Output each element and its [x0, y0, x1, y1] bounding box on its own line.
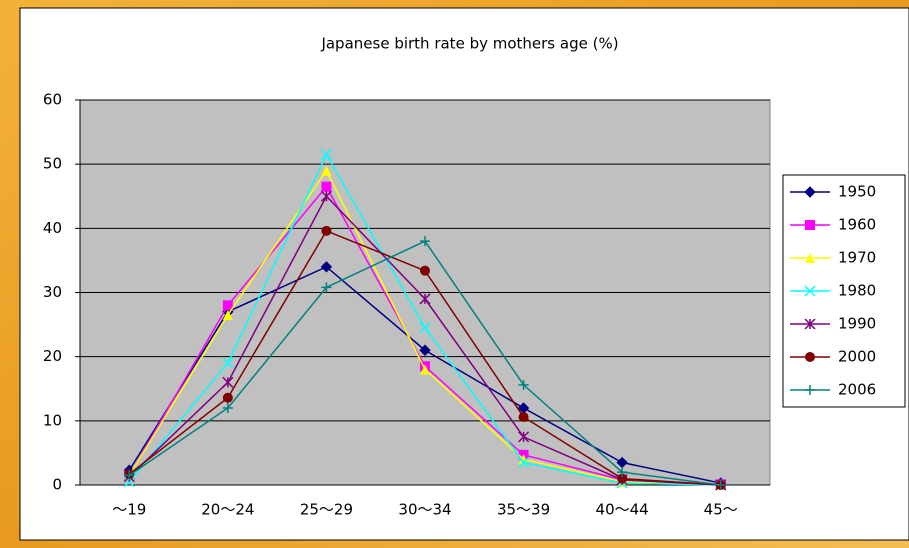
marker [321, 225, 332, 236]
marker [222, 357, 234, 369]
y-tick-label: 50 [43, 155, 62, 173]
marker [123, 476, 135, 488]
x-tick-label: ～19 [112, 501, 146, 519]
marker [518, 457, 530, 469]
marker [420, 236, 430, 247]
marker [518, 431, 530, 443]
y-tick-label: 0 [52, 476, 62, 494]
legend-label: 1980 [838, 282, 876, 300]
x-tick-label: 30～34 [398, 501, 451, 519]
y-tick-label: 60 [43, 91, 62, 109]
legend-label: 1970 [838, 249, 876, 267]
marker [419, 293, 431, 305]
marker [518, 379, 529, 390]
legend-label: 1950 [838, 183, 876, 201]
marker [222, 392, 233, 403]
marker [321, 181, 332, 192]
marker [805, 220, 815, 230]
marker [518, 454, 529, 465]
y-tick-label: 40 [43, 219, 62, 237]
x-tick-label: 35～39 [497, 501, 550, 519]
marker [124, 470, 135, 481]
marker [420, 364, 430, 375]
y-tick-label: 10 [43, 411, 62, 429]
marker [804, 285, 816, 297]
marker [222, 376, 234, 388]
marker [420, 265, 430, 276]
marker [222, 309, 233, 320]
legend-label: 2006 [838, 381, 876, 399]
x-tick-label: 25～29 [300, 501, 353, 519]
marker [804, 186, 816, 198]
x-tick-label: 20～24 [201, 501, 254, 519]
x-tick-label: 45～ [704, 501, 738, 519]
legend-label: 1960 [838, 216, 876, 234]
marker [419, 322, 431, 334]
marker [617, 473, 628, 484]
y-tick-label: 20 [43, 347, 62, 365]
chart-title: Japanese birth rate by mothers age (%) [320, 35, 618, 53]
marker [320, 261, 333, 273]
marker [715, 480, 726, 490]
marker [617, 467, 628, 478]
marker [321, 282, 332, 293]
legend-label: 1990 [838, 315, 876, 333]
marker [321, 165, 332, 176]
marker [222, 300, 233, 311]
x-tick-label: 40～44 [596, 501, 649, 519]
marker [419, 344, 431, 356]
marker [805, 253, 815, 263]
marker [222, 403, 233, 413]
legend-label: 2000 [838, 348, 876, 366]
marker [518, 411, 529, 422]
marker [804, 318, 816, 330]
marker [805, 352, 815, 362]
marker [805, 385, 815, 395]
marker [320, 190, 332, 202]
y-tick-label: 30 [43, 283, 62, 301]
marker [320, 149, 332, 161]
